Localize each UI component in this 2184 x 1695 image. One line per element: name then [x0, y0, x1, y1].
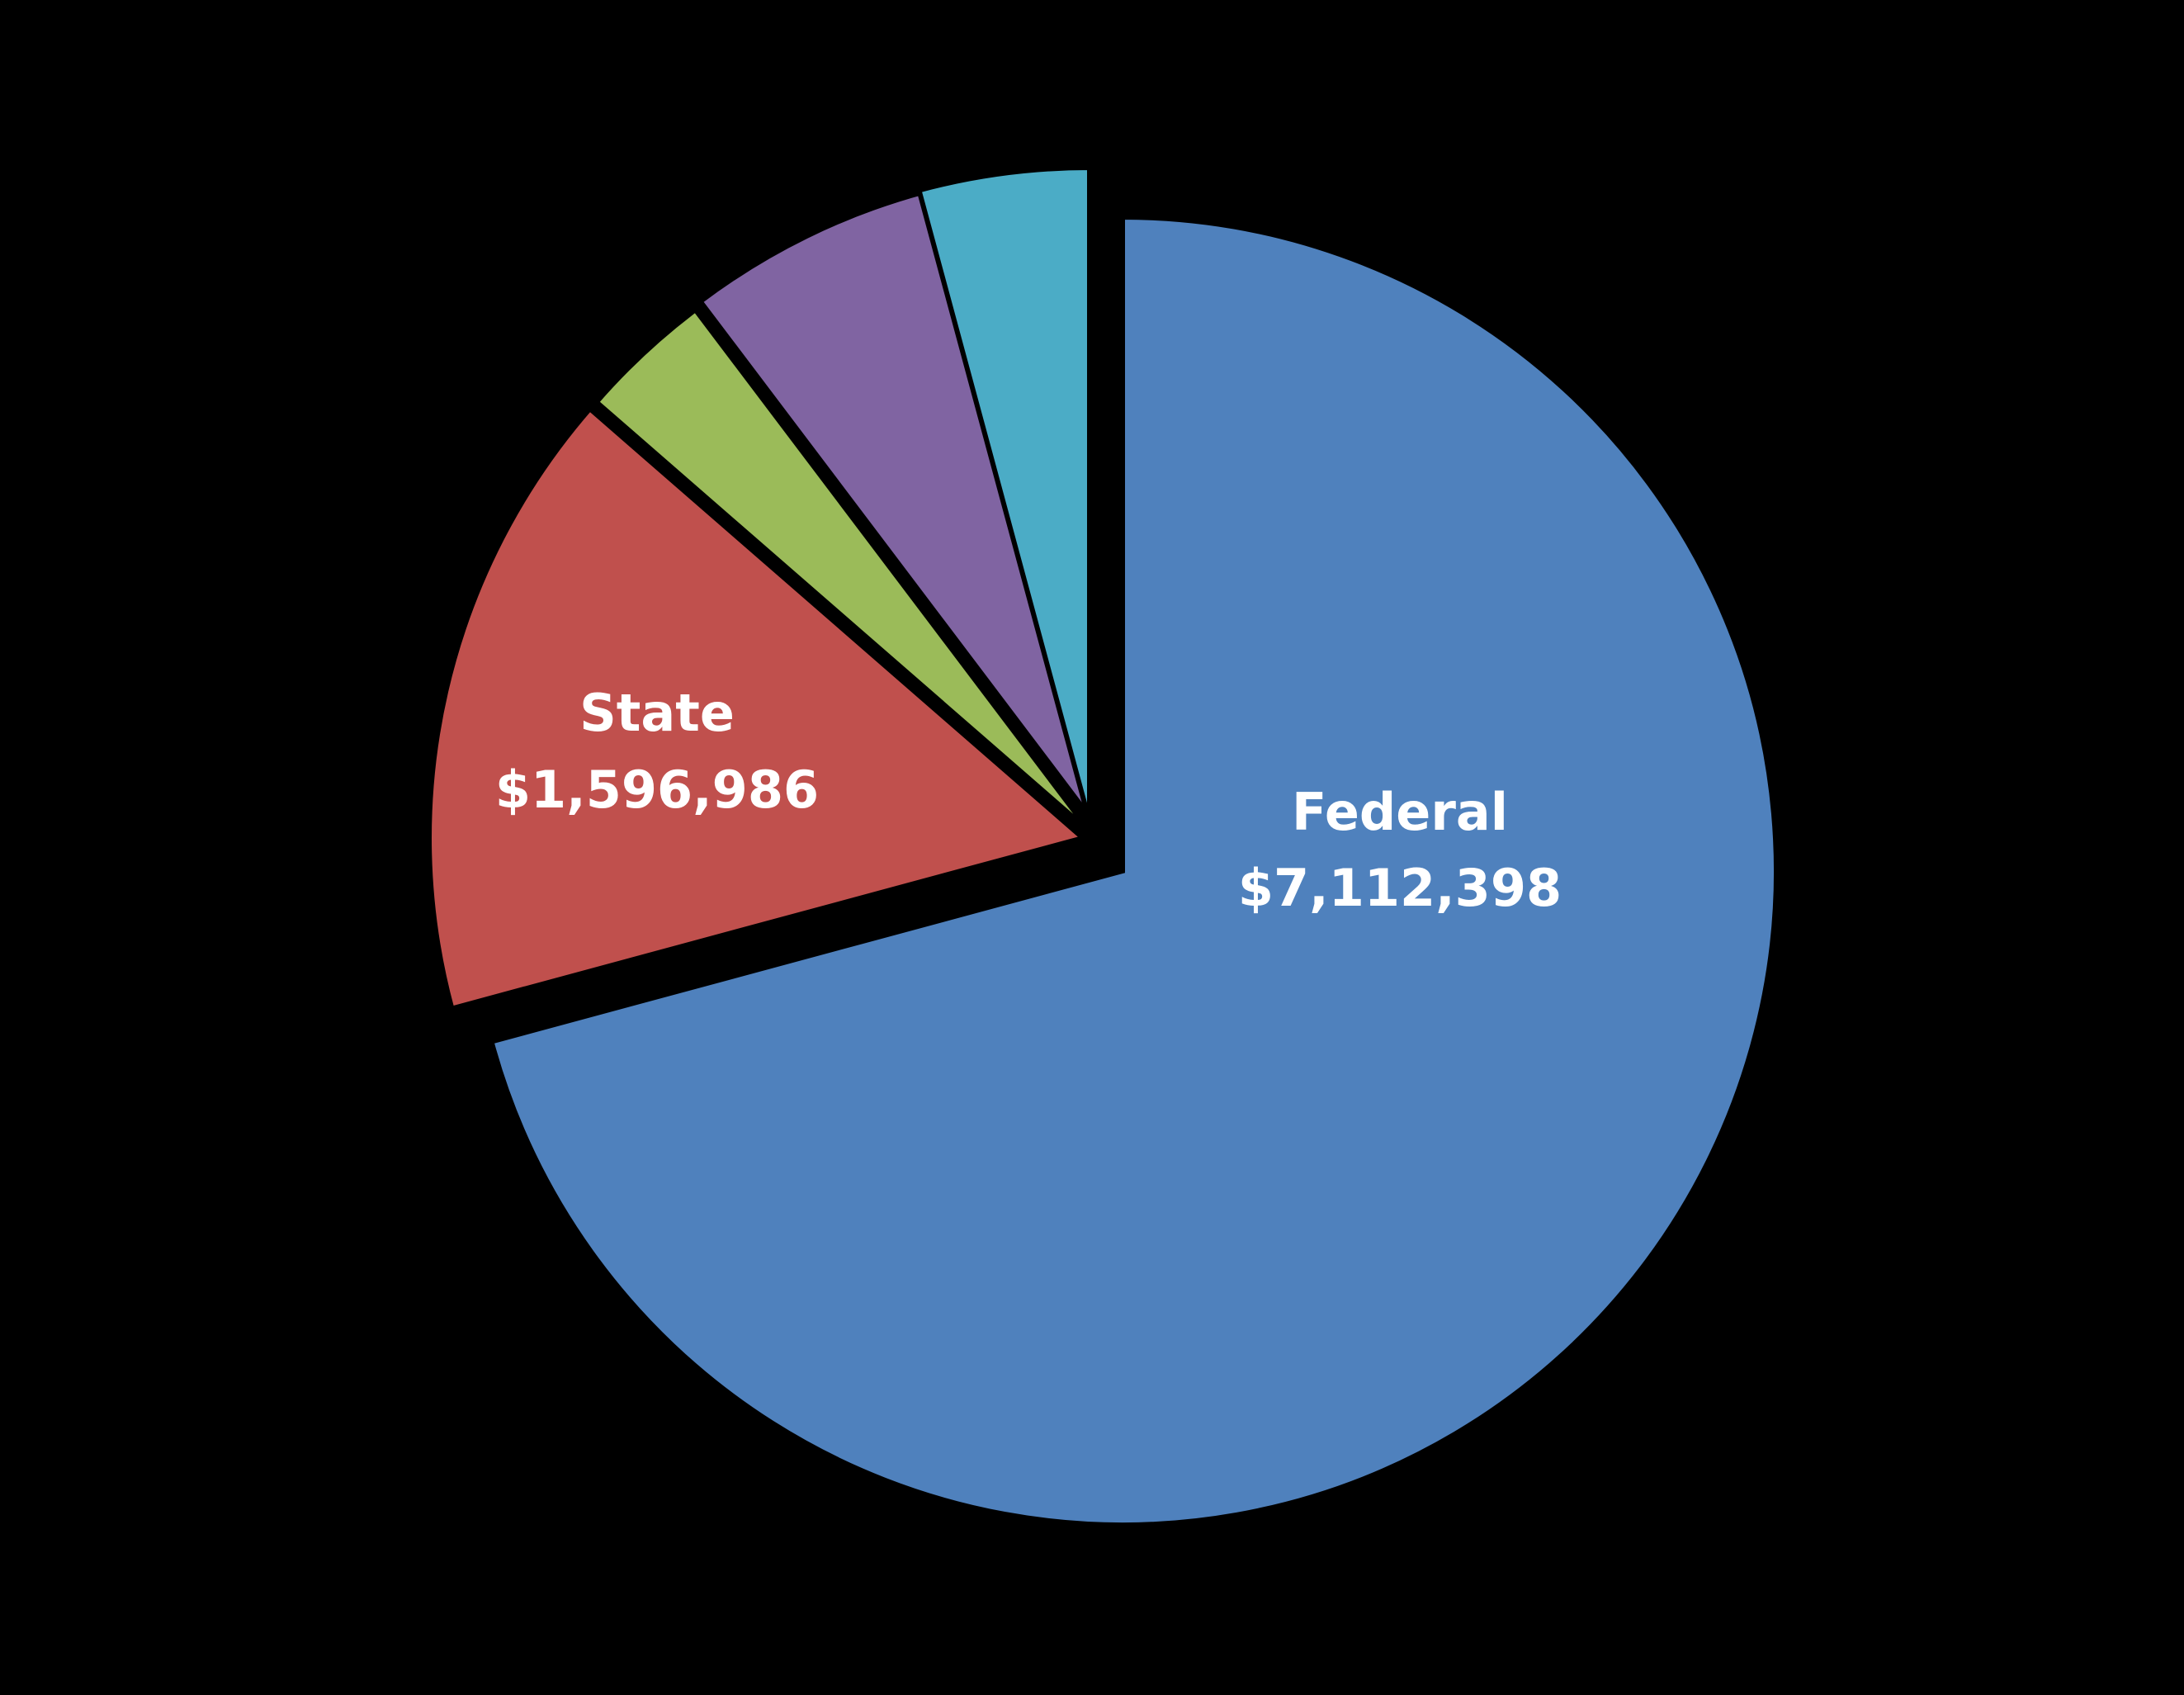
federal-label: Federal $7,112,398 — [1238, 782, 1562, 918]
federal-label-name: Federal — [1292, 782, 1508, 842]
pie-slice-unlabeled-2 — [593, 305, 1092, 834]
pie-slice-state — [427, 405, 1089, 1012]
state-label-value: $1,596,986 — [495, 760, 819, 820]
pie-slice-unlabeled-3 — [697, 188, 1097, 825]
pie-slice-federal — [488, 214, 1779, 1527]
state-label-name: State — [579, 683, 735, 743]
pie-slices — [427, 164, 1779, 1527]
state-label: State $1,596,986 — [495, 683, 819, 820]
federal-label-value: $7,112,398 — [1238, 858, 1562, 918]
pie-slice-unlabeled-4 — [915, 164, 1092, 822]
